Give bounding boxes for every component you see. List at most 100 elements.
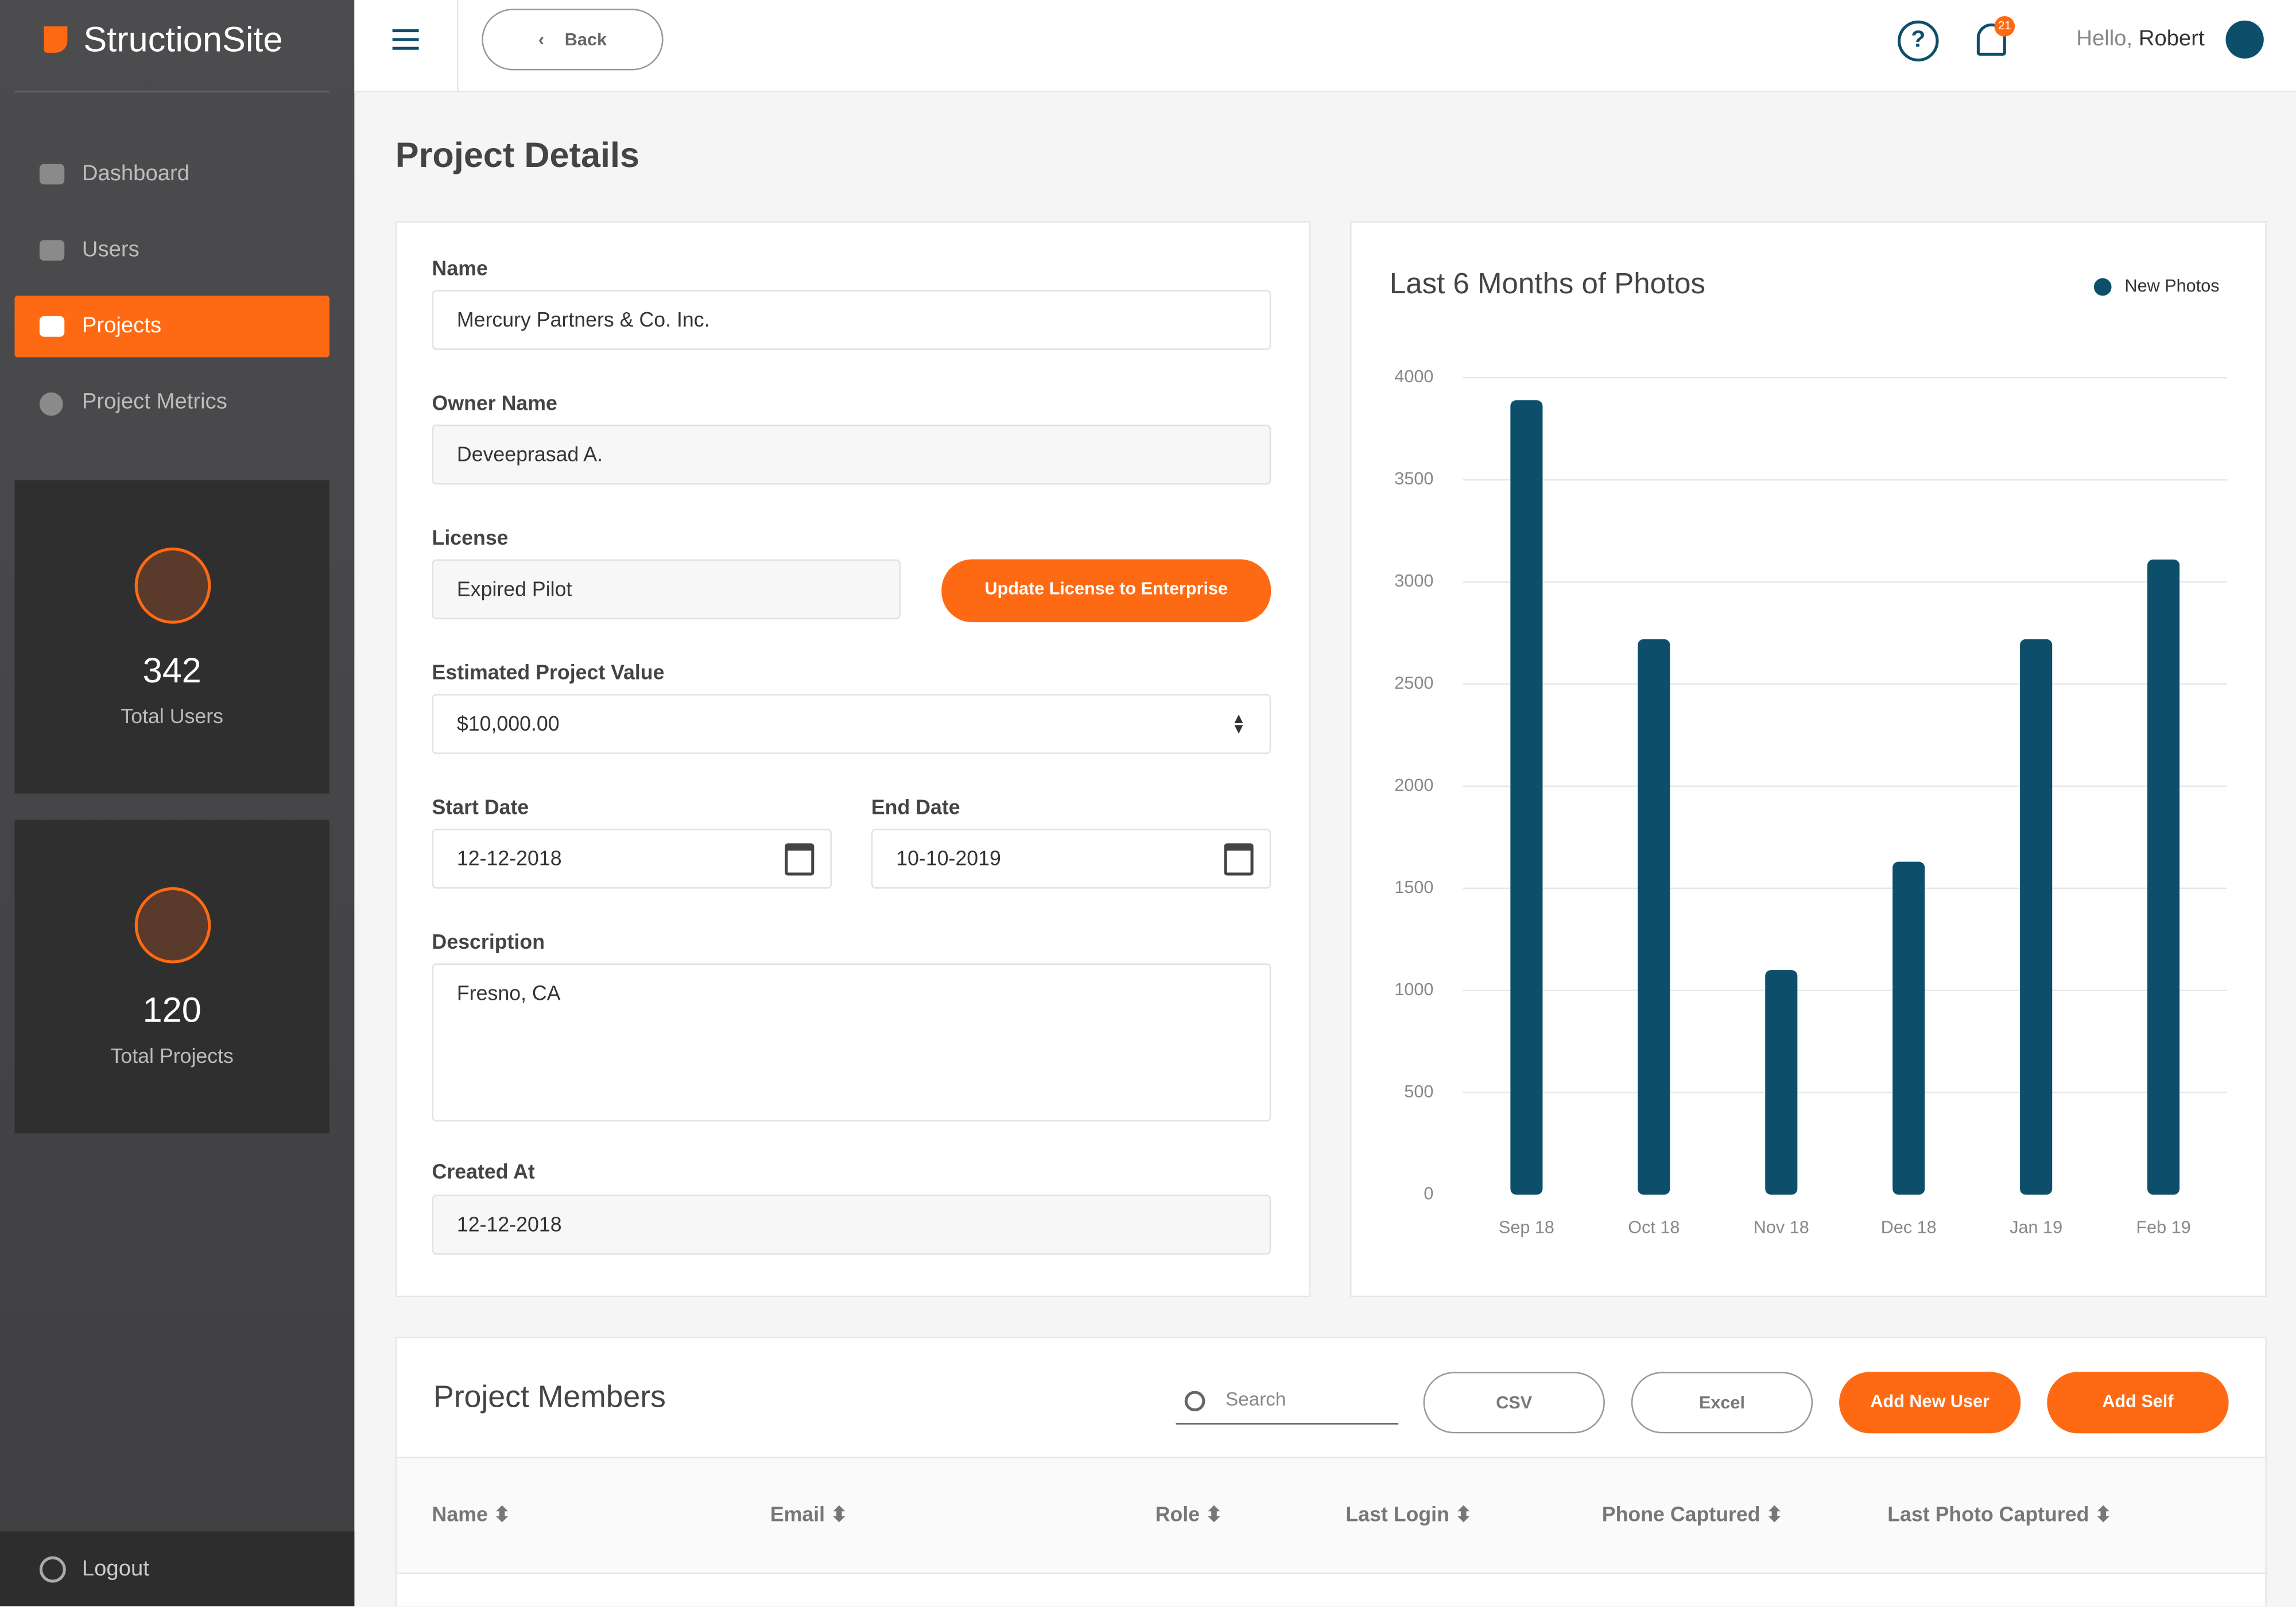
bar xyxy=(2147,559,2180,1195)
column-header[interactable]: Phone Captured ⬍ xyxy=(1601,1502,1783,1526)
column-label: Email xyxy=(770,1502,825,1526)
start-date-input[interactable]: 12-12-2018 xyxy=(432,828,832,889)
bar xyxy=(1510,400,1543,1195)
legend-label: New Photos xyxy=(2125,276,2220,296)
page-title: Project Details xyxy=(395,136,640,176)
avatar[interactable] xyxy=(2225,20,2264,59)
name-input[interactable]: Mercury Partners & Co. Inc. xyxy=(432,290,1271,350)
y-tick-label: 2500 xyxy=(1394,673,1433,693)
logout-icon xyxy=(39,1556,66,1583)
nav-item[interactable]: Users xyxy=(82,237,139,262)
owner-input: Deveeprasad A. xyxy=(432,424,1271,485)
project-value-input[interactable]: $10,000.00 xyxy=(432,694,1271,754)
x-tick-label: Nov 18 xyxy=(1754,1217,1809,1237)
field-label: Start Date xyxy=(432,795,529,819)
y-tick-label: 3500 xyxy=(1394,469,1433,488)
stat-icon xyxy=(134,887,211,964)
calendar-icon[interactable] xyxy=(785,843,815,876)
help-button[interactable]: ? xyxy=(1898,20,1939,62)
stat-value: 342 xyxy=(142,651,201,692)
calendar-icon[interactable] xyxy=(1224,843,1254,876)
logout-bar[interactable]: Logout xyxy=(0,1531,355,1606)
column-label: Role xyxy=(1155,1502,1200,1526)
back-label: Back xyxy=(564,29,607,50)
column-header[interactable]: Name ⬍ xyxy=(432,1502,511,1526)
x-tick-label: Sep 18 xyxy=(1499,1217,1554,1237)
notification-count: 21 xyxy=(1994,16,2015,37)
created-at-input: 12-12-2018 xyxy=(432,1194,1271,1255)
field-label: Name xyxy=(432,256,488,280)
field-label: Created At xyxy=(432,1159,535,1183)
stat-card: 342 Total Users xyxy=(14,480,329,794)
menu-button[interactable] xyxy=(392,29,419,50)
column-header[interactable]: Email ⬍ xyxy=(770,1502,848,1526)
x-tick-label: Jan 19 xyxy=(2010,1217,2062,1237)
field-label: Description xyxy=(432,929,545,953)
sidebar: StructionSite Dashboard Users Projects P… xyxy=(0,0,355,1606)
csv-button[interactable]: CSV xyxy=(1423,1372,1605,1434)
add-self-button[interactable]: Add Self xyxy=(2047,1372,2229,1434)
column-label: Last Photo Captured xyxy=(1887,1502,2089,1526)
stat-label: Total Projects xyxy=(110,1043,234,1068)
user-name: Robert xyxy=(2138,26,2205,52)
column-label: Last Login xyxy=(1345,1502,1449,1526)
bar xyxy=(2020,639,2053,1195)
logout[interactable]: Logout xyxy=(82,1556,149,1582)
y-tick-label: 4000 xyxy=(1394,367,1433,386)
nav-item[interactable]: Projects xyxy=(82,313,162,339)
x-tick-label: Oct 18 xyxy=(1628,1217,1680,1237)
spinner[interactable]: ▲ ▼ xyxy=(1231,711,1246,738)
divider xyxy=(456,0,459,91)
stat-icon xyxy=(134,548,211,624)
search-icon xyxy=(1184,1391,1205,1412)
notification-bell[interactable] xyxy=(1976,23,2006,56)
x-tick-label: Feb 19 xyxy=(2136,1217,2190,1237)
column-header[interactable]: Last Login ⬍ xyxy=(1345,1502,1472,1526)
members-card: Project Members Search CSV Excel Add New… xyxy=(395,1337,2267,1606)
stat-card: 120 Total Projects xyxy=(14,820,329,1134)
nav-item[interactable]: Project Metrics xyxy=(82,389,227,414)
description-input[interactable]: Fresno, CA xyxy=(432,963,1271,1122)
search-input[interactable]: Search xyxy=(1176,1388,1399,1425)
divider xyxy=(14,91,329,92)
column-header[interactable]: Last Photo Captured ⬍ xyxy=(1887,1502,2112,1526)
end-date-input[interactable]: 10-10-2019 xyxy=(871,828,1271,889)
y-tick-label: 2000 xyxy=(1394,775,1433,795)
y-tick-label: 1500 xyxy=(1394,878,1433,897)
logo xyxy=(44,26,68,53)
column-label: Name xyxy=(432,1502,488,1526)
update-license-button[interactable]: Update License to Enterprise xyxy=(941,559,1271,623)
search-placeholder: Search xyxy=(1225,1388,1286,1410)
legend-swatch xyxy=(2093,278,2112,296)
license-input: Expired Pilot xyxy=(432,559,901,620)
nav-item[interactable]: Dashboard xyxy=(82,161,190,186)
stat-label: Total Users xyxy=(121,704,224,728)
table-header xyxy=(397,1457,2266,1574)
greeting: Hello, Robert xyxy=(2076,26,2204,51)
chart-card: Last 6 Months of Photos 0 500 1000 1500 2000… xyxy=(1350,221,2267,1298)
nav-icon xyxy=(39,164,65,185)
field-label: License xyxy=(432,525,509,549)
field-label: End Date xyxy=(871,795,960,819)
bar xyxy=(1892,861,1925,1195)
excel-button[interactable]: Excel xyxy=(1631,1372,1813,1434)
field-label: Owner Name xyxy=(432,391,557,414)
column-header[interactable]: Role ⬍ xyxy=(1155,1502,1223,1526)
field-label: Estimated Project Value xyxy=(432,660,665,684)
members-title: Project Members xyxy=(433,1380,666,1415)
y-tick-label: 0 xyxy=(1424,1184,1433,1204)
column-label: Phone Captured xyxy=(1601,1502,1760,1526)
nav-icon xyxy=(39,240,65,261)
chart: Last 6 Months of Photos 0 500 1000 1500 2000… xyxy=(1390,267,2228,1237)
menu-line xyxy=(392,38,419,41)
stat-value: 120 xyxy=(142,991,201,1031)
topbar: ‹ Back ? 21 Hello, Robert xyxy=(354,0,2296,92)
nav-icon xyxy=(39,392,63,416)
y-tick-label: 3000 xyxy=(1394,571,1433,591)
nav-icon xyxy=(39,316,65,337)
add-user-button[interactable]: Add New User xyxy=(1839,1372,2021,1434)
bar xyxy=(1765,970,1798,1195)
back-button[interactable]: ‹ Back xyxy=(482,9,664,71)
